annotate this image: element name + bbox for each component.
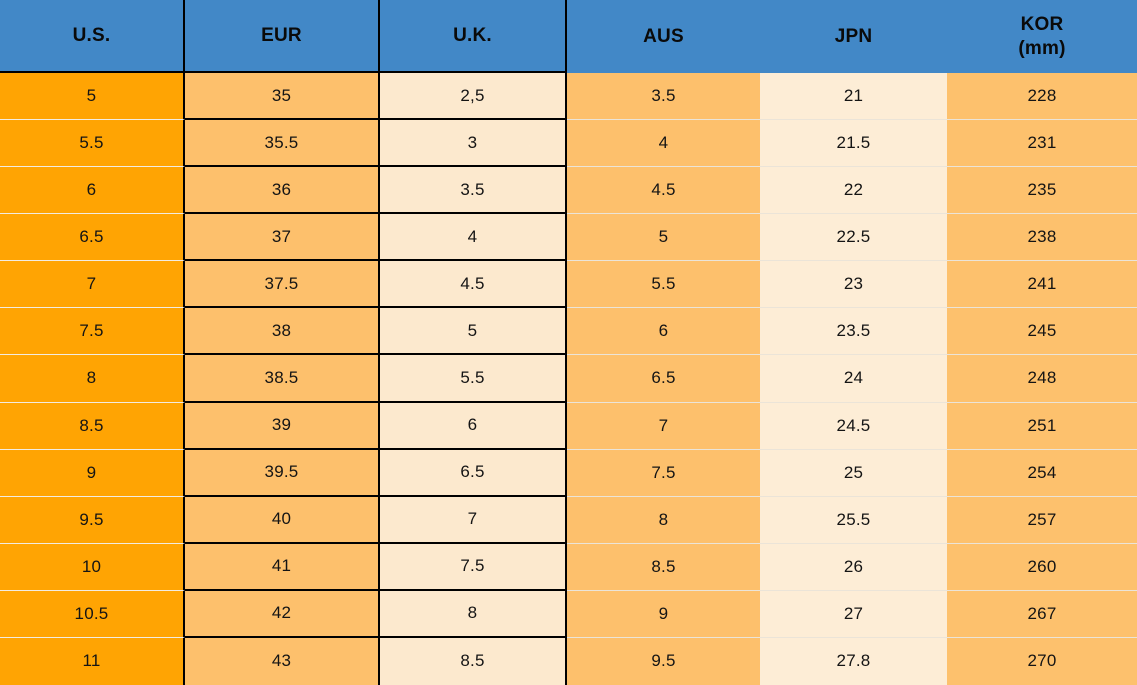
column-header-uk: U.K. bbox=[380, 0, 567, 73]
table-cell: 254 bbox=[947, 449, 1137, 497]
table-cell: 7 bbox=[0, 261, 185, 309]
table-cell: 26 bbox=[760, 543, 947, 591]
table-cell: 9 bbox=[0, 449, 185, 497]
column-header-label: U.S. bbox=[72, 24, 111, 46]
table-cell: 27.8 bbox=[760, 637, 947, 685]
column-header-jpn: JPN bbox=[760, 0, 947, 73]
table-cell: 27 bbox=[760, 590, 947, 638]
table-cell: 5.5 bbox=[567, 261, 760, 309]
table-cell: 7 bbox=[567, 402, 760, 450]
column-header-label: KOR bbox=[1020, 13, 1064, 35]
table-cell: 260 bbox=[947, 543, 1137, 591]
table-cell: 4 bbox=[567, 120, 760, 168]
table-cell: 8 bbox=[567, 496, 760, 544]
column-header-label: U.K. bbox=[453, 24, 492, 46]
table-cell: 6 bbox=[380, 402, 567, 450]
table-cell: 43 bbox=[185, 637, 380, 685]
table-cell: 36 bbox=[185, 167, 380, 215]
table-cell: 25 bbox=[760, 449, 947, 497]
table-cell: 39.5 bbox=[185, 449, 380, 497]
table-cell: 21 bbox=[760, 73, 947, 121]
table-cell: 9.5 bbox=[0, 496, 185, 544]
table-cell: 4.5 bbox=[380, 261, 567, 309]
column-header-eur: EUR bbox=[185, 0, 380, 73]
table-cell: 6.5 bbox=[567, 355, 760, 403]
table-cell: 7 bbox=[380, 496, 567, 544]
table-cell: 5 bbox=[567, 214, 760, 262]
table-cell: 35 bbox=[185, 73, 380, 121]
table-cell: 37 bbox=[185, 214, 380, 262]
table-cell: 3.5 bbox=[380, 167, 567, 215]
table-cell: 235 bbox=[947, 167, 1137, 215]
table-cell: 9 bbox=[567, 590, 760, 638]
column-header-sublabel: (mm) bbox=[1018, 37, 1066, 59]
table-cell: 6 bbox=[0, 167, 185, 215]
table-cell: 245 bbox=[947, 308, 1137, 356]
table-cell: 238 bbox=[947, 214, 1137, 262]
table-cell: 8 bbox=[380, 590, 567, 638]
table-cell: 4 bbox=[380, 214, 567, 262]
table-cell: 24.5 bbox=[760, 402, 947, 450]
table-cell: 248 bbox=[947, 355, 1137, 403]
table-cell: 241 bbox=[947, 261, 1137, 309]
table-cell: 8.5 bbox=[0, 402, 185, 450]
table-cell: 10.5 bbox=[0, 590, 185, 638]
table-cell: 3 bbox=[380, 120, 567, 168]
table-cell: 228 bbox=[947, 73, 1137, 121]
table-cell: 25.5 bbox=[760, 496, 947, 544]
table-cell: 38 bbox=[185, 308, 380, 356]
table-cell: 41 bbox=[185, 543, 380, 591]
table-cell: 2,5 bbox=[380, 73, 567, 121]
table-cell: 6.5 bbox=[0, 214, 185, 262]
table-cell: 22.5 bbox=[760, 214, 947, 262]
table-cell: 6.5 bbox=[380, 449, 567, 497]
table-cell: 8.5 bbox=[380, 637, 567, 685]
table-cell: 39 bbox=[185, 402, 380, 450]
table-cell: 267 bbox=[947, 590, 1137, 638]
table-cell: 8 bbox=[0, 355, 185, 403]
table-cell: 38.5 bbox=[185, 355, 380, 403]
column-header-us: U.S. bbox=[0, 0, 185, 73]
table-cell: 270 bbox=[947, 637, 1137, 685]
column-header-label: JPN bbox=[834, 25, 873, 47]
table-cell: 5.5 bbox=[0, 120, 185, 168]
table-cell: 10 bbox=[0, 543, 185, 591]
table-cell: 7.5 bbox=[380, 543, 567, 591]
table-cell: 21.5 bbox=[760, 120, 947, 168]
table-cell: 24 bbox=[760, 355, 947, 403]
table-cell: 11 bbox=[0, 637, 185, 685]
table-cell: 6 bbox=[567, 308, 760, 356]
table-cell: 5.5 bbox=[380, 355, 567, 403]
table-cell: 23 bbox=[760, 261, 947, 309]
table-cell: 8.5 bbox=[567, 543, 760, 591]
table-cell: 42 bbox=[185, 590, 380, 638]
table-cell: 4.5 bbox=[567, 167, 760, 215]
column-header-label: EUR bbox=[261, 24, 302, 46]
table-cell: 5 bbox=[0, 73, 185, 121]
table-cell: 7.5 bbox=[0, 308, 185, 356]
table-cell: 40 bbox=[185, 496, 380, 544]
column-header-kor: KOR (mm) bbox=[947, 0, 1137, 73]
column-header-label: AUS bbox=[643, 25, 684, 47]
table-cell: 22 bbox=[760, 167, 947, 215]
table-cell: 37.5 bbox=[185, 261, 380, 309]
table-cell: 7.5 bbox=[567, 449, 760, 497]
table-cell: 231 bbox=[947, 120, 1137, 168]
table-cell: 35.5 bbox=[185, 120, 380, 168]
table-cell: 23.5 bbox=[760, 308, 947, 356]
column-header-aus: AUS bbox=[567, 0, 760, 73]
table-cell: 9.5 bbox=[567, 637, 760, 685]
table-cell: 251 bbox=[947, 402, 1137, 450]
table-cell: 3.5 bbox=[567, 73, 760, 121]
table-cell: 257 bbox=[947, 496, 1137, 544]
table-cell: 5 bbox=[380, 308, 567, 356]
